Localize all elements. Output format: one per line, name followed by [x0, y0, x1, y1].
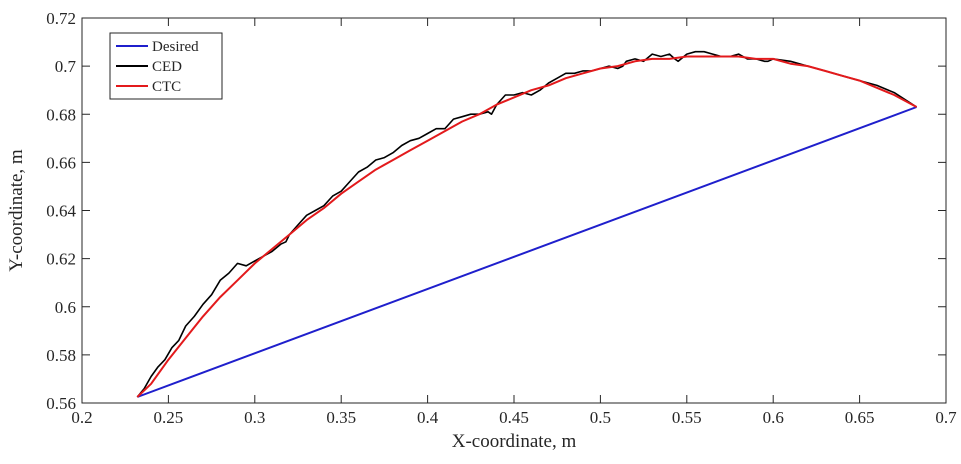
x-tick-label: 0.35	[326, 408, 356, 427]
legend-label: Desired	[152, 39, 199, 55]
y-tick-label: 0.64	[46, 202, 76, 221]
x-tick-label: 0.65	[845, 408, 875, 427]
series-line-desired	[136, 106, 917, 398]
ticks-layer: 0.2 0.25 0.3 0.35 0.4 0.45 0.5 0.55 0.6 0.65 0.7 0.…	[46, 9, 957, 427]
legend-label: CED	[152, 59, 182, 75]
y-tick-label: 0.66	[46, 153, 76, 172]
y-tick-label: 0.68	[46, 105, 76, 124]
series-line-ced	[136, 50, 918, 398]
x-tick-label: 0.25	[154, 408, 184, 427]
x-tick-label: 0.5	[590, 408, 611, 427]
x-tick-label: 0.7	[935, 408, 957, 427]
x-tick-label: 0.55	[672, 408, 702, 427]
y-tick-label: 0.56	[46, 394, 76, 413]
y-axis-label: Y-coordinate, m	[6, 149, 27, 272]
x-tick-label: 0.6	[763, 408, 784, 427]
series-layer	[136, 50, 918, 398]
y-tick-label: 0.58	[46, 346, 76, 365]
x-tick-label: 0.45	[499, 408, 529, 427]
x-tick-label: 0.2	[71, 408, 92, 427]
y-tick-label: 0.6	[55, 298, 76, 317]
y-tick-label: 0.7	[55, 57, 77, 76]
y-tick-label: 0.72	[46, 9, 76, 28]
series-line-ctc	[136, 55, 918, 398]
x-tick-label: 0.4	[417, 408, 439, 427]
x-axis-label: X-coordinate, m	[452, 431, 577, 452]
legend: Desired CED CTC	[109, 32, 223, 100]
x-tick-label: 0.3	[244, 408, 265, 427]
y-tick-label: 0.62	[46, 250, 76, 269]
legend-label: CTC	[152, 79, 181, 95]
